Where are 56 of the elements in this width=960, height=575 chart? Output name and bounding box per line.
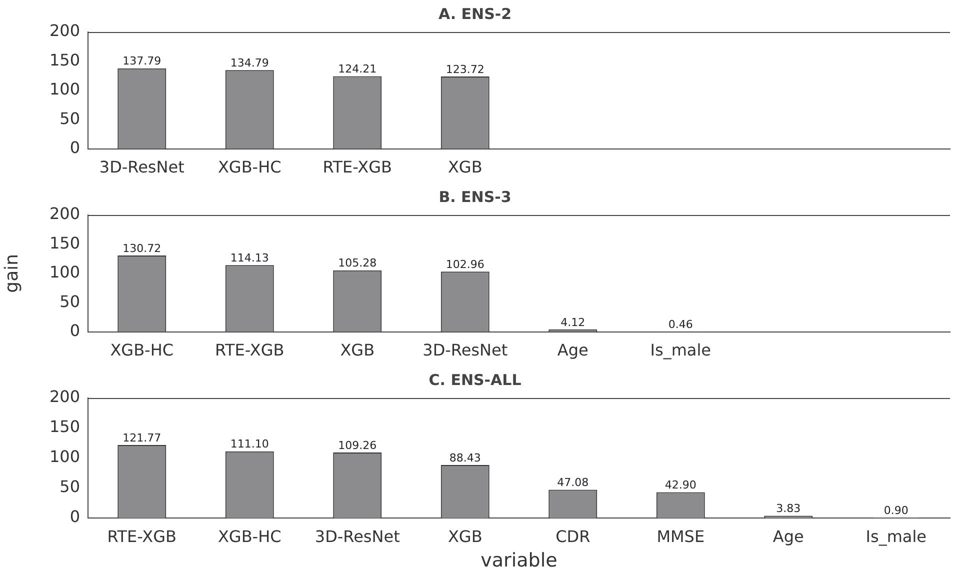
data-label: 114.13 bbox=[230, 252, 269, 265]
x-tick-label: RTE-XGB bbox=[215, 340, 284, 360]
y-tick-label: 50 bbox=[60, 477, 80, 496]
data-label: 121.77 bbox=[122, 431, 162, 444]
y-tick-label: 150 bbox=[49, 233, 80, 252]
x-tick-label: RTE-XGB bbox=[107, 526, 176, 546]
data-label: 109.26 bbox=[338, 438, 377, 452]
x-tick-label: XGB-HC bbox=[218, 526, 282, 546]
y-tick-label: 50 bbox=[60, 108, 80, 128]
y-tick-label: 100 bbox=[49, 262, 80, 282]
data-label: 123.72 bbox=[446, 62, 484, 76]
x-tick-label: Age bbox=[772, 526, 804, 546]
data-label: 111.10 bbox=[230, 438, 269, 451]
y-tick-label: 0 bbox=[70, 507, 80, 526]
data-label: 102.96 bbox=[446, 258, 484, 272]
y-tick-label: 100 bbox=[49, 80, 80, 99]
data-label: 42.90 bbox=[664, 478, 696, 492]
y-tick-label: 200 bbox=[49, 204, 80, 224]
data-label: 134.79 bbox=[230, 56, 269, 70]
x-tick-label: CDR bbox=[556, 526, 590, 546]
x-tick-label: XGB-HC bbox=[218, 158, 282, 177]
data-label: 0.46 bbox=[668, 318, 693, 331]
data-label: 3.83 bbox=[776, 502, 801, 516]
chart-title: B. ENS-3 bbox=[438, 188, 512, 206]
x-axis-title: variable bbox=[480, 550, 558, 572]
x-tick-label: 3D-ResNet bbox=[314, 526, 400, 546]
data-label: 124.21 bbox=[338, 62, 377, 76]
x-tick-label: XGB bbox=[448, 526, 482, 546]
y-tick-label: 50 bbox=[60, 292, 80, 311]
y-tick-label: 200 bbox=[49, 21, 80, 40]
data-label: 137.79 bbox=[122, 54, 162, 68]
y-tick-label: 150 bbox=[49, 50, 80, 70]
x-tick-label: 3D-ResNet bbox=[99, 158, 184, 177]
data-label: 105.28 bbox=[338, 256, 377, 270]
x-tick-label: RTE-XGB bbox=[322, 158, 392, 177]
data-label: 47.08 bbox=[557, 476, 589, 490]
x-tick-label: Age bbox=[557, 340, 588, 360]
data-label: 130.72 bbox=[122, 242, 162, 255]
chart-title: C. ENS-ALL bbox=[428, 370, 522, 389]
x-tick-label: XGB-HC bbox=[110, 340, 174, 360]
y-tick-label: 0 bbox=[70, 138, 80, 157]
chart-title: A. ENS-2 bbox=[438, 4, 512, 23]
x-tick-label: 3D-ResNet bbox=[422, 340, 508, 360]
data-label: 0.90 bbox=[884, 504, 908, 517]
y-tick-label: 100 bbox=[49, 447, 80, 466]
x-tick-label: MMSE bbox=[656, 526, 705, 546]
y-tick-label: 150 bbox=[49, 417, 80, 436]
y-axis-title: gain bbox=[1, 254, 22, 293]
data-label: 4.12 bbox=[560, 316, 586, 329]
x-tick-label: Is_male bbox=[866, 526, 926, 546]
x-tick-label: Is_male bbox=[650, 340, 711, 360]
x-tick-label: XGB bbox=[340, 340, 375, 360]
y-tick-label: 0 bbox=[70, 320, 80, 340]
x-tick-label: XGB bbox=[448, 158, 482, 177]
data-label: 88.43 bbox=[449, 451, 481, 464]
y-tick-label: 200 bbox=[49, 387, 80, 406]
